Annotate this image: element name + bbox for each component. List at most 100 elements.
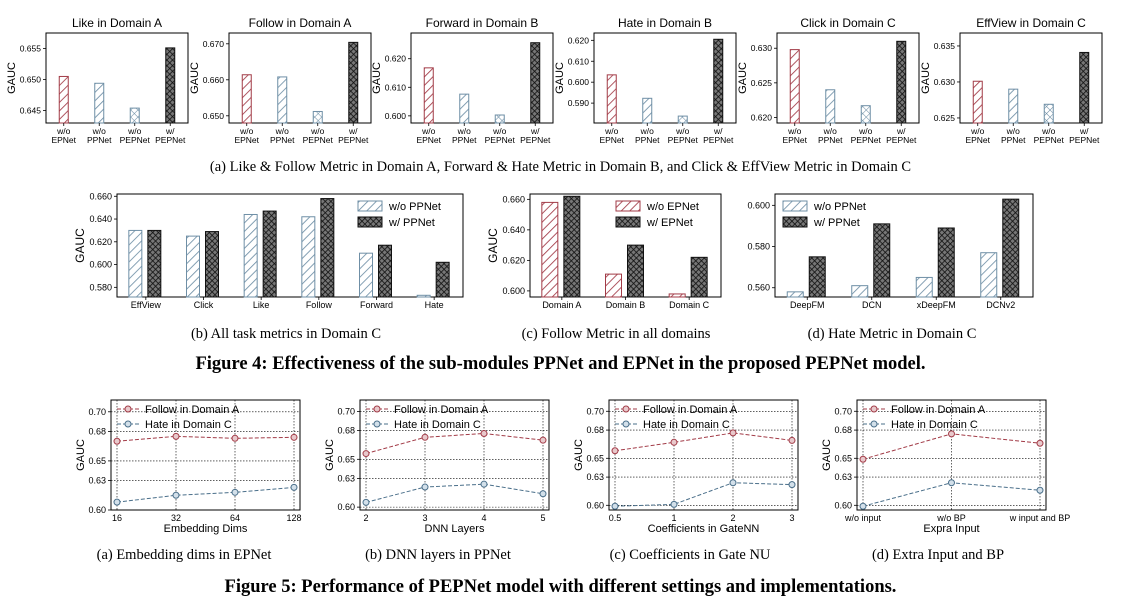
legend-label: w/ EPNet bbox=[646, 217, 693, 229]
bar bbox=[435, 261, 450, 298]
x-tick-label: EPNet bbox=[234, 135, 259, 145]
x-tick-label: PPNet bbox=[1001, 135, 1026, 145]
legend-swatch bbox=[782, 216, 808, 228]
data-point bbox=[421, 483, 429, 491]
data-point bbox=[539, 436, 547, 444]
y-tick-label: 0.68 bbox=[586, 425, 604, 435]
y-tick-label: 0.63 bbox=[88, 476, 106, 486]
data-point bbox=[948, 430, 955, 438]
x-tick-label: EffView bbox=[131, 300, 162, 310]
bar bbox=[851, 285, 869, 298]
y-tick-label: 0.625 bbox=[934, 113, 956, 123]
bar bbox=[378, 244, 392, 298]
figure5-caption: Figure 5: Performance of PEPNet model wi… bbox=[224, 577, 897, 597]
data-point bbox=[859, 455, 867, 463]
x-tick-label: PPNet bbox=[452, 135, 477, 145]
x-tick-label: Like bbox=[253, 300, 270, 310]
bar bbox=[915, 276, 933, 298]
y-tick-label: 0.63 bbox=[337, 473, 355, 483]
bar bbox=[972, 80, 983, 124]
y-tick-label: 0.650 bbox=[203, 111, 225, 121]
chart-frame bbox=[776, 32, 920, 124]
x-tick-label: w/o bbox=[275, 126, 290, 136]
x-tick-label: PEPNet bbox=[338, 135, 369, 145]
data-point bbox=[290, 433, 298, 441]
legend-swatch bbox=[357, 200, 383, 212]
series-line bbox=[116, 435, 295, 442]
y-axis-label: GAUC bbox=[75, 439, 87, 471]
data-point bbox=[421, 433, 429, 441]
bar bbox=[459, 93, 470, 124]
legend-marker bbox=[622, 420, 630, 428]
legend-swatch bbox=[615, 216, 641, 228]
chart-title: Follow in Domain A bbox=[249, 16, 352, 30]
figure5-c-caption: (c) Coefficients in Gate NU bbox=[609, 547, 771, 563]
y-axis-label: GAUC bbox=[486, 228, 500, 263]
x-tick-label: w/ bbox=[165, 126, 175, 136]
bar bbox=[416, 294, 431, 298]
y-tick-label: 0.70 bbox=[337, 406, 355, 416]
x-tick-label: 2 bbox=[730, 513, 735, 523]
x-tick-label: w/o BP bbox=[936, 513, 966, 523]
data-point bbox=[788, 436, 796, 444]
chart-title: Hate in Domain B bbox=[618, 16, 712, 30]
legend-label: Follow in Domain A bbox=[643, 404, 738, 416]
y-tick-label: 0.600 bbox=[385, 111, 407, 121]
x-tick-label: w/o bbox=[675, 126, 690, 136]
legend-label: w/o PPNet bbox=[813, 201, 866, 213]
x-tick-label: DCNv2 bbox=[986, 300, 1015, 310]
y-tick-label: 0.625 bbox=[751, 78, 773, 88]
figure4-b-caption: (b) All task metrics in Domain C bbox=[190, 326, 382, 342]
data-point bbox=[362, 498, 370, 506]
x-tick-label: 128 bbox=[286, 513, 301, 523]
chart-title: Like in Domain A bbox=[72, 16, 162, 30]
x-tick-label: Forward bbox=[360, 300, 393, 310]
data-point bbox=[480, 429, 488, 437]
x-tick-label: EPNet bbox=[51, 135, 76, 145]
series-line bbox=[614, 482, 793, 507]
chart-frame bbox=[110, 399, 301, 511]
data-point bbox=[670, 500, 678, 508]
y-tick-label: 0.630 bbox=[934, 77, 956, 87]
x-tick-label: w/o bbox=[970, 126, 985, 136]
y-tick-label: 0.620 bbox=[751, 112, 773, 122]
data-point bbox=[113, 498, 121, 506]
figure4-d-caption: (d) Hate Metric in Domain C bbox=[807, 326, 977, 342]
x-tick-label: Domain C bbox=[669, 300, 710, 310]
y-tick-label: 0.610 bbox=[568, 56, 590, 66]
bar bbox=[205, 231, 219, 298]
y-tick-label: 0.65 bbox=[834, 453, 852, 463]
y-tick-label: 0.65 bbox=[88, 456, 106, 466]
chart-frame bbox=[116, 193, 464, 298]
legend-marker bbox=[373, 420, 381, 428]
series-line bbox=[365, 483, 544, 503]
x-tick-label: w/o bbox=[239, 126, 254, 136]
y-tick-label: 0.670 bbox=[203, 39, 225, 49]
y-tick-label: 0.600 bbox=[568, 77, 590, 87]
y-tick-label: 0.70 bbox=[586, 406, 604, 416]
data-point bbox=[611, 447, 619, 455]
x-tick-label: w/o bbox=[858, 126, 873, 136]
x-tick-label: 16 bbox=[112, 513, 122, 523]
bar bbox=[301, 216, 316, 298]
y-axis-label: GAUC bbox=[73, 228, 87, 263]
y-tick-label: 0.580 bbox=[747, 242, 770, 252]
figure5-b-caption: (b) DNN layers in PPNet bbox=[365, 547, 511, 563]
legend-label: w/o EPNet bbox=[646, 201, 699, 213]
x-tick-label: 3 bbox=[789, 513, 794, 523]
data-point bbox=[788, 481, 796, 489]
data-point bbox=[611, 502, 619, 510]
chart-frame bbox=[593, 32, 737, 124]
y-tick-label: 0.660 bbox=[89, 191, 112, 201]
y-tick-label: 0.650 bbox=[20, 75, 42, 85]
x-tick-label: PPNet bbox=[818, 135, 843, 145]
x-axis-label: DNN Layers bbox=[425, 523, 485, 535]
bar bbox=[423, 67, 434, 124]
y-tick-label: 0.600 bbox=[747, 200, 770, 210]
x-tick-label: w/ bbox=[713, 126, 723, 136]
y-tick-label: 0.660 bbox=[203, 75, 225, 85]
y-tick-label: 0.590 bbox=[568, 98, 590, 108]
bar bbox=[690, 256, 708, 298]
x-axis-label: Expra Input bbox=[923, 523, 979, 535]
data-point bbox=[231, 488, 239, 496]
